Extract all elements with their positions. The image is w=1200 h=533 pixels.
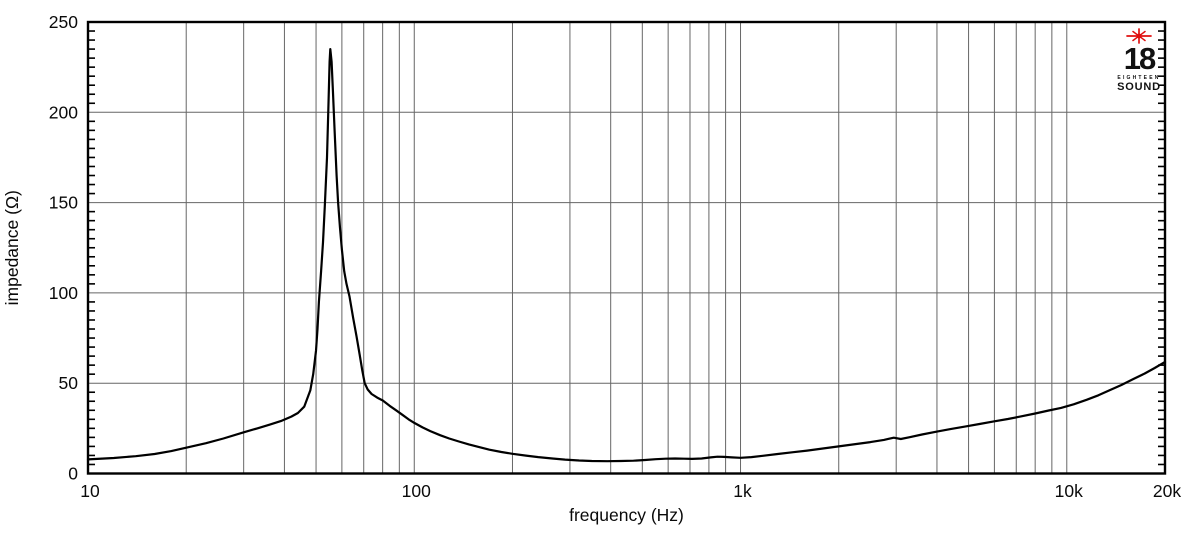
x-tick-label: 10 bbox=[80, 481, 100, 501]
x-tick-label: 20k bbox=[1153, 481, 1181, 501]
y-axis-title: impedance (Ω) bbox=[2, 190, 22, 305]
logo-number: 18 bbox=[1123, 41, 1156, 76]
plot-border bbox=[86, 20, 1167, 475]
y-tick-label: 200 bbox=[49, 102, 78, 122]
y-tick-label: 100 bbox=[49, 283, 78, 303]
x-tick-label: 100 bbox=[402, 481, 431, 501]
x-axis-title: frequency (Hz) bbox=[569, 505, 684, 525]
x-tick-label: 10k bbox=[1055, 481, 1083, 501]
y-tick-label: 0 bbox=[68, 464, 78, 484]
y-tick-label: 50 bbox=[59, 373, 79, 393]
eighteen-sound-logo: 18 EIGHTEEN SOUND bbox=[1114, 28, 1164, 93]
logo-eighteen-text: EIGHTEEN bbox=[1117, 74, 1161, 81]
starburst-icon bbox=[1126, 28, 1152, 44]
y-tick-label: 150 bbox=[49, 193, 78, 213]
impedance-curve bbox=[86, 48, 1167, 463]
logo-sound-text: SOUND bbox=[1117, 80, 1161, 93]
y-tick-label: 250 bbox=[49, 12, 78, 32]
x-tick-label: 1k bbox=[733, 481, 752, 501]
